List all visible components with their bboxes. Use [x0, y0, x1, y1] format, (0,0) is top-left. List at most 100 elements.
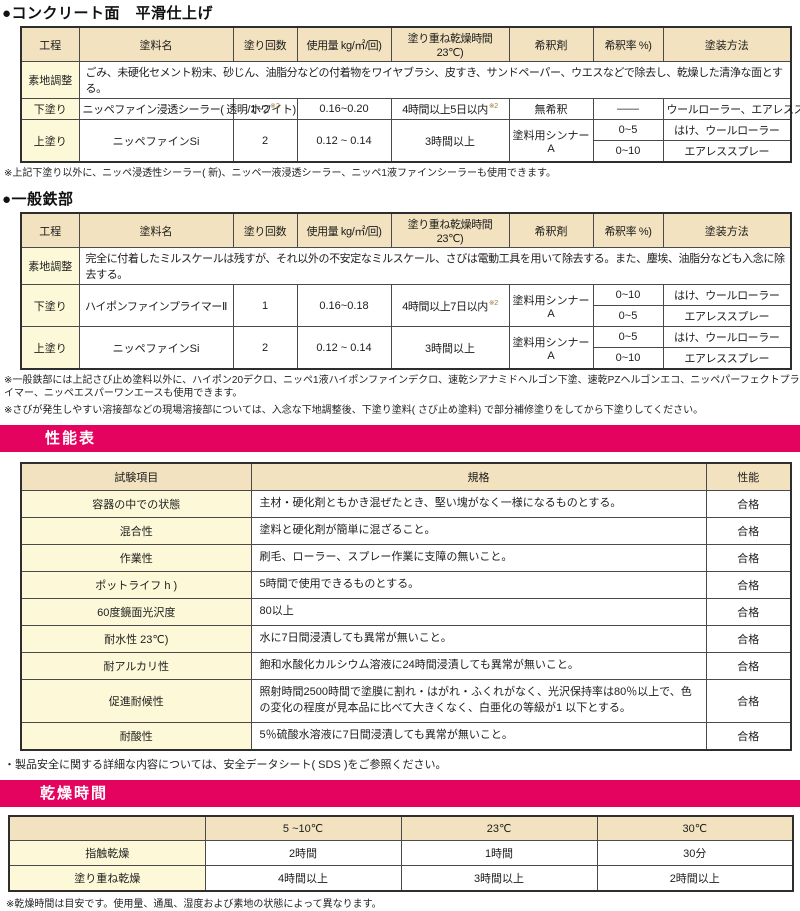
performance-row: 耐アルカリ性 飽和水酸化カルシウム溶液に24時間浸漬しても異常が無いこと。 合格	[20, 652, 792, 680]
footnote-mark: ※2	[269, 103, 280, 111]
thinner: 塗料用シンナーA	[508, 326, 594, 370]
column-header: 試験項目	[20, 462, 252, 491]
paint-name: ニッペファインSi	[78, 119, 234, 163]
test-spec: 5％硫酸水溶液に7日間浸漬しても異常が無いこと。	[250, 721, 707, 751]
column-header: 工程	[20, 212, 80, 248]
test-spec: 水に7日間浸漬しても異常が無いこと。	[250, 625, 707, 653]
process-label: 下塗り	[20, 98, 80, 120]
undercoat-row: 下塗り ハイポンファインプライマーⅡ 1 0.16~0.18 4時間以上7日以内…	[20, 284, 792, 327]
test-result: 合格	[705, 544, 792, 572]
test-item: 耐アルカリ性	[20, 652, 252, 680]
paint-name: ニッペファインSi	[78, 326, 234, 370]
paint-name: ニッペファイン浸透シーラー( 透明/ホワイト)	[78, 98, 296, 120]
table-header-row: 工程 塗料名 塗り回数 使用量 kg/㎡/回) 塗り重ね乾燥時間 23℃) 希釈…	[20, 212, 792, 248]
column-header: 塗り重ね乾燥時間 23℃)	[390, 212, 510, 248]
drying-value: 3時間以上	[400, 865, 598, 892]
recoat-drytime: 3時間以上	[390, 119, 510, 163]
test-item: 促進耐候性	[20, 679, 252, 723]
column-header: 塗料名	[78, 26, 234, 62]
coat-count: 2	[232, 119, 298, 163]
concrete-section-title: ●コンクリート面 平滑仕上げ	[2, 5, 214, 22]
column-header: 塗り重ね乾燥時間 23℃)	[390, 26, 510, 62]
usage-amount: 0.12 ~ 0.14	[296, 326, 392, 370]
column-header: 塗装方法	[662, 212, 792, 248]
drying-value: 2時間以上	[596, 865, 794, 892]
process-label: 素地調整	[20, 61, 80, 99]
thinner: 塗料用シンナーA	[508, 284, 594, 327]
test-result: 合格	[705, 625, 792, 653]
thinner: 塗料用シンナーA	[508, 119, 594, 163]
performance-row: ポットライフ h ) 5時間で使用できるものとする。 合格	[20, 571, 792, 599]
performance-banner: 性能表	[0, 425, 800, 452]
column-header: 塗装方法	[662, 26, 792, 62]
drying-value: 30分	[596, 840, 794, 867]
process-label: 上塗り	[20, 119, 80, 163]
column-header: 規格	[250, 462, 707, 491]
test-item: 混合性	[20, 517, 252, 545]
recoat-drytime-value: 4時間以上5日以内	[402, 104, 488, 116]
process-label: 素地調整	[20, 247, 80, 285]
recoat-drytime: 3時間以上	[390, 326, 510, 370]
concrete-footnote: ※上記下塗り以外に、ニッペ浸透性シーラー( 新)、ニッペ一液浸透シーラー、ニッペ…	[4, 168, 556, 179]
column-header: 希釈率 %)	[592, 212, 664, 248]
empty-corner-cell	[8, 815, 206, 842]
dilution-ratio: 0~10	[592, 347, 664, 370]
surface-prep-row: 素地調整 完全に付着したミルスケールは残すが、それ以外の不安定なミルスケール、さ…	[20, 247, 792, 285]
column-header: 希釈率 %)	[592, 26, 664, 62]
drying-value: 1時間	[400, 840, 598, 867]
performance-row: 60度鏡面光沢度 80以上 合格	[20, 598, 792, 626]
drying-type-label: 指触乾燥	[8, 840, 206, 867]
coat-count: 1~2※2	[232, 98, 298, 120]
process-label: 下塗り	[20, 284, 80, 327]
footnote-mark: ※2	[488, 103, 498, 111]
test-result: 合格	[705, 721, 792, 751]
table-header-row: 工程 塗料名 塗り回数 使用量 kg/㎡/回) 塗り重ね乾燥時間 23℃) 希釈…	[20, 26, 792, 62]
drying-value: 4時間以上	[204, 865, 402, 892]
application-method: エアレススプレー	[662, 347, 792, 370]
test-result: 合格	[705, 652, 792, 680]
drying-type-label: 塗り重ね乾燥	[8, 865, 206, 892]
test-spec: 5時間で使用できるものとする。	[250, 571, 707, 599]
temp-header: 30℃	[596, 815, 794, 842]
column-header: 使用量 kg/㎡/回)	[296, 212, 392, 248]
usage-amount: 0.12 ~ 0.14	[296, 119, 392, 163]
application-method: ウールローラー、エアレススプレー	[662, 98, 800, 120]
column-header: 塗り回数	[232, 26, 298, 62]
usage-amount: 0.16~0.20	[296, 98, 392, 120]
column-header: 希釈剤	[508, 212, 594, 248]
test-result: 合格	[705, 517, 792, 545]
test-item: ポットライフ h )	[20, 571, 252, 599]
performance-row: 耐水性 23℃) 水に7日間浸漬しても異常が無いこと。 合格	[20, 625, 792, 653]
drying-footnote: ※乾燥時間は目安です。使用量、通風、湿度および素地の状態によって異なります。	[6, 899, 382, 911]
application-method: はけ、ウールローラー	[662, 284, 792, 306]
test-item: 60度鏡面光沢度	[20, 598, 252, 626]
surface-prep-text: 完全に付着したミルスケールは残すが、それ以外の不安定なミルスケール、さびは電動工…	[78, 247, 792, 285]
iron-section-title: ●一般鉄部	[2, 191, 74, 208]
topcoat-subrow: 0~10 エアレススプレー	[21, 140, 792, 163]
test-spec: 80以上	[250, 598, 707, 626]
sds-note: ・製品安全に関する詳細な内容については、安全データシート( SDS )をご参照く…	[4, 758, 447, 771]
application-method: エアレススプレー	[662, 140, 792, 163]
test-spec: 塗料と硬化剤が簡単に混ざること。	[250, 517, 707, 545]
temp-header: 5 ~10℃	[204, 815, 402, 842]
column-header: 性能	[705, 462, 792, 491]
column-header: 塗料名	[78, 212, 234, 248]
iron-footnote-2: ※さびが発生しやすい溶接部などの現場溶接部については、入念な下地調整後、下塗り塗…	[4, 405, 704, 416]
performance-row: 混合性 塗料と硬化剤が簡単に混ざること。 合格	[20, 517, 792, 545]
performance-table: 試験項目 規格 性能 容器の中での状態 主材・硬化剤ともかき混ぜたとき、堅い塊が…	[20, 462, 792, 751]
dilution-ratio: 0~5	[592, 119, 664, 141]
drying-value: 2時間	[204, 840, 402, 867]
thinner: 無希釈	[508, 98, 594, 120]
undercoat-subrow: 0~5 エアレススプレー	[21, 305, 792, 327]
dilution-ratio: 0~5	[592, 326, 664, 348]
performance-row: 容器の中での状態 主材・硬化剤ともかき混ぜたとき、堅い塊がなく一様になるものとす…	[20, 490, 792, 518]
surface-prep-row: 素地調整 ごみ、未硬化セメント粉末、砂じん、油脂分などの付着物をワイヤブラシ、皮…	[20, 61, 792, 99]
topcoat-row: 上塗り ニッペファインSi 2 0.12 ~ 0.14 3時間以上 塗料用シンナ…	[20, 119, 792, 163]
test-result: 合格	[705, 679, 792, 723]
topcoat-subrow: 0~10 エアレススプレー	[21, 347, 792, 370]
application-method: エアレススプレー	[662, 305, 792, 327]
test-item: 耐水性 23℃)	[20, 625, 252, 653]
coat-count: 1	[232, 284, 298, 327]
application-method: はけ、ウールローラー	[662, 326, 792, 348]
